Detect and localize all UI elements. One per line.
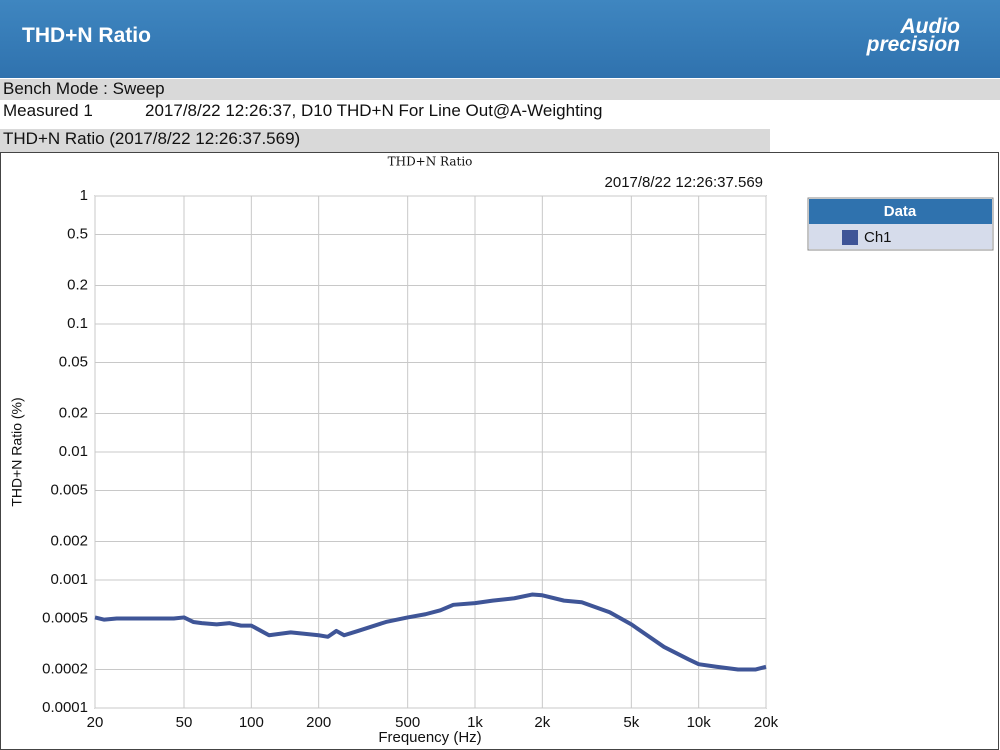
logo-line: Audio [900, 15, 960, 38]
y-tick-label: 0.05 [59, 354, 88, 371]
brand-logo: Audio precision [866, 15, 960, 56]
x-tick-label: 100 [239, 714, 264, 731]
y-tick-label: 0.5 [67, 226, 88, 243]
x-axis-label: Frequency (Hz) [378, 729, 481, 746]
y-tick-label: 0.02 [59, 404, 88, 421]
header-title: THD+N Ratio [22, 24, 151, 47]
timestamp: 2017/8/22 12:26:37.569 [605, 174, 763, 191]
measurement-row: Measured 1 2017/8/22 12:26:37, D10 THD+N… [0, 101, 1000, 123]
x-tick-label: 10k [687, 714, 712, 731]
x-tick-label: 50 [176, 714, 193, 731]
chart-title: THD+N Ratio [388, 155, 473, 169]
y-tick-label: 0.005 [50, 482, 88, 499]
x-tick-label: 1k [467, 714, 483, 731]
logo-line: precision [866, 33, 960, 56]
y-tick-label: 0.0001 [42, 699, 88, 716]
y-tick-label: 0.002 [50, 532, 88, 549]
y-tick-label: 0.0002 [42, 660, 88, 677]
x-tick-label: 20k [754, 714, 779, 731]
measured-text: 2017/8/22 12:26:37, D10 THD+N For Line O… [145, 101, 603, 120]
x-tick-label: 200 [306, 714, 331, 731]
legend-label: Ch1 [864, 229, 892, 246]
y-tick-label: 0.2 [67, 276, 88, 293]
legend-header [809, 199, 992, 224]
legend-row [809, 224, 992, 249]
data-line [94, 592, 767, 672]
x-tick-label: 20 [87, 714, 104, 731]
y-tick-label: 0.01 [59, 443, 88, 460]
measured-label: Measured 1 [3, 101, 93, 120]
legend-title: Data [884, 203, 917, 220]
x-tick-label: 2k [534, 714, 550, 731]
x-tick-label: 5k [623, 714, 639, 731]
y-axis-label: THD+N Ratio (%) [9, 397, 25, 506]
y-tick-label: 0.1 [67, 315, 88, 332]
bench-mode: Bench Mode : Sweep [0, 79, 1000, 100]
y-tick-label: 0.0005 [42, 610, 88, 627]
y-tick-label: 0.001 [50, 571, 88, 588]
x-tick-label: 500 [395, 714, 420, 731]
y-tick-label: 1 [80, 187, 88, 204]
chart: THD+N Ratio 2017/8/22 12:26:37.569 AP Fr… [0, 152, 999, 750]
header-bar: THD+N Ratio Audio precision [0, 0, 1000, 78]
legend-swatch [842, 230, 858, 245]
graph-caption: THD+N Ratio (2017/8/22 12:26:37.569) [0, 129, 770, 152]
